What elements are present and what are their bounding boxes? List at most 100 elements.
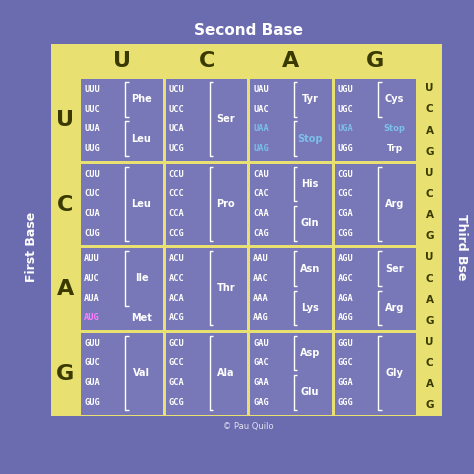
Text: CAG: CAG [253, 228, 269, 237]
Text: CUG: CUG [84, 228, 100, 237]
Text: AAC: AAC [253, 274, 269, 283]
Text: ACG: ACG [169, 313, 184, 322]
Text: CAA: CAA [253, 209, 269, 218]
Text: CCU: CCU [169, 170, 184, 179]
Text: C: C [426, 273, 434, 283]
Text: Pro: Pro [217, 199, 235, 209]
Text: Arg: Arg [385, 303, 404, 313]
Text: Glu: Glu [301, 387, 319, 398]
Text: GUC: GUC [84, 358, 100, 367]
Text: A: A [426, 126, 434, 136]
Text: CCG: CCG [169, 228, 184, 237]
Text: AGC: AGC [337, 274, 353, 283]
Text: CCC: CCC [169, 189, 184, 198]
Text: UAU: UAU [253, 85, 269, 94]
Text: GGU: GGU [337, 339, 353, 348]
FancyBboxPatch shape [51, 44, 442, 416]
Text: UAA: UAA [253, 124, 269, 133]
Text: A: A [426, 379, 434, 389]
FancyBboxPatch shape [250, 248, 332, 330]
Text: Third Bse: Third Bse [455, 214, 468, 280]
Text: C: C [199, 51, 215, 71]
Text: UCU: UCU [169, 85, 184, 94]
Text: AGG: AGG [337, 313, 353, 322]
Text: Gln: Gln [301, 219, 319, 228]
Text: First Base: First Base [25, 212, 37, 282]
Text: Val: Val [133, 368, 150, 378]
Text: Gly: Gly [385, 368, 403, 378]
Text: UCA: UCA [169, 124, 184, 133]
FancyBboxPatch shape [335, 164, 416, 246]
Text: Stop: Stop [383, 124, 405, 133]
Text: GGC: GGC [337, 358, 353, 367]
Text: Arg: Arg [385, 199, 404, 209]
Text: Ser: Ser [217, 114, 235, 124]
Text: Phe: Phe [131, 94, 152, 104]
FancyBboxPatch shape [82, 45, 163, 76]
Text: G: G [426, 401, 434, 410]
Text: UGG: UGG [337, 144, 353, 153]
Text: GUU: GUU [84, 339, 100, 348]
Text: Stop: Stop [297, 134, 323, 144]
Text: Ile: Ile [135, 273, 148, 283]
Text: UUG: UUG [84, 144, 100, 153]
FancyBboxPatch shape [82, 79, 163, 161]
Text: U: U [426, 253, 434, 263]
Text: U: U [426, 168, 434, 178]
Text: AUA: AUA [84, 293, 100, 302]
Text: Lys: Lys [301, 303, 319, 313]
Text: Met: Met [131, 313, 152, 323]
Text: UUA: UUA [84, 124, 100, 133]
Text: GCC: GCC [169, 358, 184, 367]
Text: C: C [426, 104, 434, 114]
Text: UUC: UUC [84, 105, 100, 114]
FancyBboxPatch shape [250, 45, 332, 76]
FancyBboxPatch shape [335, 248, 416, 330]
Text: C: C [426, 358, 434, 368]
Text: © Pau Quilo: © Pau Quilo [223, 422, 274, 431]
Text: UCG: UCG [169, 144, 184, 153]
Text: UGU: UGU [337, 85, 353, 94]
Text: GGA: GGA [337, 378, 353, 387]
FancyBboxPatch shape [250, 164, 332, 246]
Text: AAA: AAA [253, 293, 269, 302]
Text: CAC: CAC [253, 189, 269, 198]
Text: His: His [301, 179, 319, 189]
Text: CGA: CGA [337, 209, 353, 218]
Text: Leu: Leu [132, 134, 151, 144]
Text: Cys: Cys [385, 94, 404, 104]
Text: G: G [426, 147, 434, 157]
Text: UGC: UGC [337, 105, 353, 114]
FancyBboxPatch shape [166, 248, 247, 330]
Text: G: G [56, 364, 74, 384]
Text: Asn: Asn [300, 264, 320, 273]
Text: GAC: GAC [253, 358, 269, 367]
Text: AAG: AAG [253, 313, 269, 322]
Text: GAU: GAU [253, 339, 269, 348]
Text: GGG: GGG [337, 398, 353, 407]
Text: C: C [426, 189, 434, 199]
Text: Ser: Ser [385, 264, 404, 273]
FancyBboxPatch shape [82, 333, 163, 415]
Text: UAG: UAG [253, 144, 269, 153]
Text: UGA: UGA [337, 124, 353, 133]
Text: A: A [426, 295, 434, 305]
Text: Asp: Asp [300, 348, 320, 358]
Text: CGC: CGC [337, 189, 353, 198]
Text: AUG: AUG [84, 313, 100, 322]
Text: CAU: CAU [253, 170, 269, 179]
Text: G: G [366, 51, 384, 71]
Text: ACU: ACU [169, 254, 184, 263]
Text: ACC: ACC [169, 274, 184, 283]
Text: GAA: GAA [253, 378, 269, 387]
Text: AGA: AGA [337, 293, 353, 302]
Text: Tyr: Tyr [302, 94, 319, 104]
Text: AGU: AGU [337, 254, 353, 263]
Text: A: A [426, 210, 434, 220]
FancyBboxPatch shape [166, 45, 247, 76]
Text: CUA: CUA [84, 209, 100, 218]
Text: AUU: AUU [84, 254, 100, 263]
Text: U: U [426, 337, 434, 347]
Text: A: A [283, 51, 300, 71]
Text: CGG: CGG [337, 228, 353, 237]
